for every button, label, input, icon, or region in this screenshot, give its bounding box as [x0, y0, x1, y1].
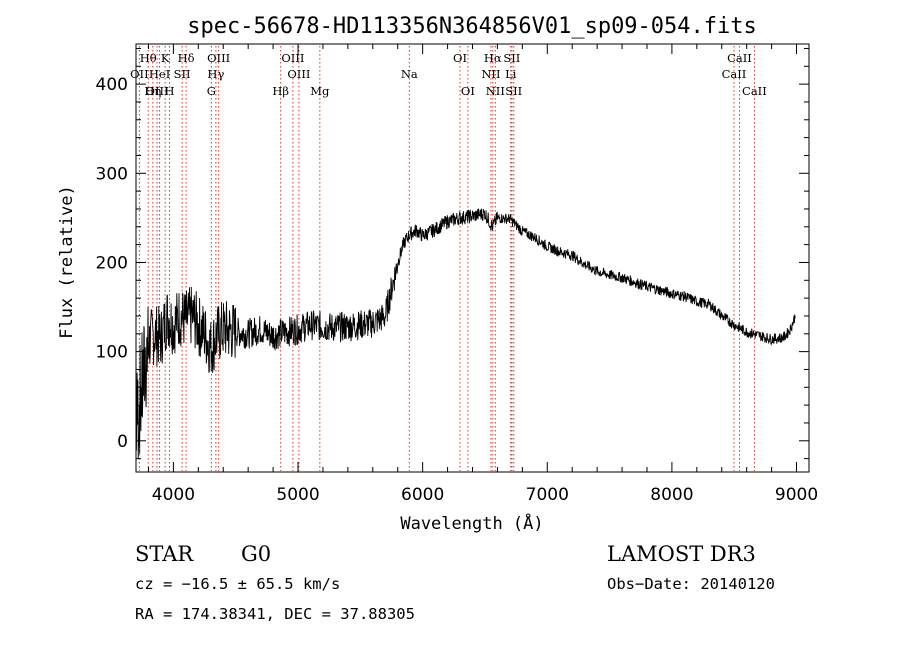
x-tick-label-8000: 8000 [650, 485, 693, 505]
line-label-hα-19: Hα [484, 51, 502, 65]
spectrum-line [135, 208, 796, 460]
x-tick-label-4000: 4000 [152, 485, 195, 505]
x-tick-label-5000: 5000 [276, 485, 319, 505]
line-label-hδ-8: Hδ [178, 51, 195, 65]
obs-date-text: Obs−Date: 20140120 [607, 575, 775, 593]
line-label-mg-15: Mg [310, 84, 330, 98]
plot-frame [135, 43, 810, 473]
line-label-hei-4: HeI [149, 67, 170, 81]
x-axis-label: Wavelength (Å) [400, 512, 543, 534]
coordinates-text: RA = 174.38341, DEC = 37.88305 [135, 605, 415, 623]
line-label-caii-27: CaII [742, 84, 767, 98]
x-tick-label-9000: 9000 [775, 485, 818, 505]
line-label-k-3: K [161, 51, 170, 65]
spectrum-series [135, 208, 796, 460]
object-subclass: G0 [241, 542, 271, 566]
spectral-line-markers [138, 46, 755, 471]
line-label-sii-22: SII [503, 51, 520, 65]
line-label-oii-1: OII [130, 67, 149, 81]
line-label-li-23: Li [505, 67, 517, 81]
object-class: STAR [135, 542, 194, 566]
line-label-hθ-0: Hθ [140, 51, 157, 65]
line-label-oiii-9: OIII [207, 51, 230, 65]
chart-title: spec-56678-HD113356N364856V01_sp09-054.f… [187, 14, 757, 39]
x-tick-label-6000: 6000 [401, 485, 444, 505]
x-tick-label-7000: 7000 [526, 485, 569, 505]
line-label-oiii-2: OIII [146, 84, 169, 98]
y-axis-label: Flux (relative) [57, 185, 77, 339]
y-tick-label-400: 400 [96, 75, 128, 95]
axis-ticks [136, 44, 809, 472]
line-label-sii-24: SII [505, 84, 522, 98]
y-tick-label-100: 100 [96, 343, 128, 363]
line-label-hη-5: Hη [144, 84, 161, 98]
y-tick-label-0: 0 [117, 432, 128, 452]
y-tick-label-200: 200 [96, 253, 128, 273]
line-label-nii-21: NII [486, 84, 505, 98]
survey-name: LAMOST DR3 [607, 542, 756, 566]
line-label-caii-26: CaII [722, 67, 747, 81]
line-label-caii-25: CaII [727, 51, 752, 65]
line-label-na-16: Na [401, 67, 418, 81]
line-label-sii-7: SII [174, 67, 191, 81]
line-label-nii-20: NII [481, 67, 500, 81]
line-label-g-11: G [207, 84, 216, 98]
line-label-oi-17: OI [453, 51, 467, 65]
line-label-oi-18: OI [461, 84, 475, 98]
line-label-oiii-14: OIII [287, 67, 310, 81]
y-tick-label-300: 300 [96, 164, 128, 184]
redshift-text: cz = −16.5 ± 65.5 km/s [135, 575, 340, 593]
line-label-oiii-13: OIII [281, 51, 304, 65]
line-label-hβ-12: Hβ [272, 84, 289, 98]
line-label-hγ-10: Hγ [207, 67, 224, 81]
axis-tick-labels: 4000 5000 6000 7000 8000 9000 0 100 200 300 400 [96, 75, 819, 505]
line-label-h-6: H [165, 84, 175, 98]
